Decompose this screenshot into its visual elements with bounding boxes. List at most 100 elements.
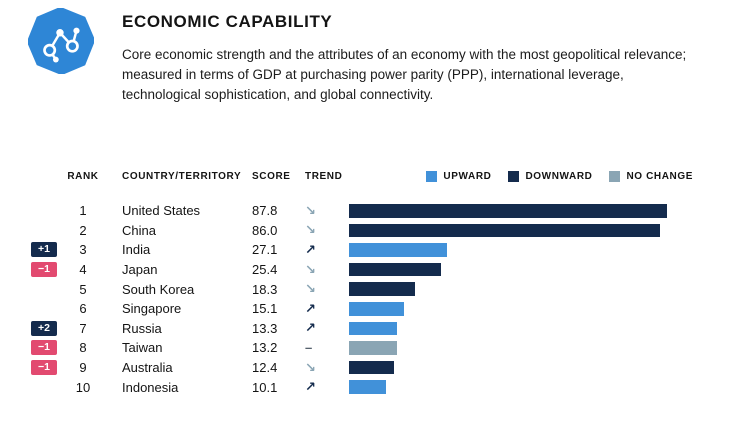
- score-bar: [349, 380, 386, 394]
- table-header-row: RANK COUNTRY/TERRITORY SCORE TREND UPWAR…: [0, 167, 745, 185]
- score-bar: [349, 321, 398, 336]
- legend-swatch-downward: [508, 170, 520, 182]
- rank-change-badge: −1: [31, 340, 57, 356]
- bar-track: [349, 302, 711, 316]
- column-header-rank: RANK: [67, 170, 99, 182]
- legend-item-upward: UPWARD: [426, 170, 492, 182]
- score-bar: [349, 302, 404, 316]
- rank-value: 9: [79, 360, 87, 376]
- table-row: −1 8 Taiwan 13.2 –: [0, 338, 745, 358]
- score-bar: [349, 341, 397, 355]
- score-value: 25.4: [252, 262, 278, 278]
- score-bar: [349, 360, 394, 375]
- table-row: −1 9 Australia 12.4 ↘: [0, 358, 745, 378]
- rank-change-cell: −1: [28, 340, 60, 356]
- rank-value: 10: [75, 379, 91, 395]
- rank-change-badge: −1: [31, 262, 57, 278]
- trend-down-icon: ↘: [305, 261, 316, 277]
- bar-track: [349, 282, 711, 296]
- legend-label: UPWARD: [443, 170, 492, 182]
- country-name: Indonesia: [122, 379, 179, 395]
- score-bar: [349, 223, 661, 238]
- score-bar: [349, 262, 441, 277]
- rank-change-cell: +2: [28, 320, 60, 336]
- rank-value: 8: [79, 340, 87, 356]
- score-bar: [349, 204, 667, 218]
- bar-track: [349, 204, 711, 218]
- country-name: Singapore: [122, 301, 182, 317]
- table-row: 2 China 86.0 ↘: [0, 221, 745, 241]
- trend-up-icon: ↗: [305, 300, 316, 316]
- page-title: ECONOMIC CAPABILITY: [122, 12, 333, 31]
- legend-swatch-no_change: [609, 170, 621, 182]
- trend-down-icon: ↘: [305, 281, 316, 297]
- score-value: 15.1: [252, 301, 278, 317]
- rank-change-badge: +1: [31, 242, 57, 258]
- column-header-score: SCORE: [252, 170, 291, 182]
- legend-label: NO CHANGE: [626, 170, 693, 182]
- table-row: 6 Singapore 15.1 ↗: [0, 299, 745, 319]
- rank-value: 7: [79, 320, 87, 336]
- legend-item-no_change: NO CHANGE: [609, 170, 693, 182]
- country-name: United States: [122, 203, 201, 219]
- country-name: Australia: [122, 360, 173, 376]
- description-text: Core economic strength and the attribute…: [122, 47, 687, 102]
- trend-none-icon: –: [305, 340, 313, 356]
- score-value: 18.3: [252, 281, 278, 297]
- rank-value: 6: [79, 301, 87, 317]
- rank-change-cell: −1: [28, 262, 60, 278]
- legend-label: DOWNWARD: [525, 170, 593, 182]
- column-header-trend: TREND: [305, 170, 343, 182]
- score-value: 12.4: [252, 360, 278, 376]
- trend-up-icon: ↗: [305, 379, 316, 395]
- bar-track: [349, 341, 711, 355]
- header: ECONOMIC CAPABILITY Core economic streng…: [0, 0, 745, 105]
- table-row: 5 South Korea 18.3 ↘: [0, 279, 745, 299]
- trend-down-icon: ↘: [305, 202, 316, 218]
- score-value: 87.8: [252, 203, 278, 219]
- trend-down-icon: ↘: [305, 222, 316, 238]
- country-name: China: [122, 222, 156, 238]
- table-body: 1 United States 87.8 ↘ 2 China 86.0 ↘ +1 3 India 27…: [0, 201, 745, 397]
- table-row: −1 4 Japan 25.4 ↘: [0, 260, 745, 280]
- header-text: ECONOMIC CAPABILITY Core economic streng…: [122, 8, 687, 105]
- country-name: Russia: [122, 320, 162, 336]
- rank-change-badge: −1: [31, 360, 57, 376]
- rank-value: 1: [79, 203, 87, 219]
- table-row: +2 7 Russia 13.3 ↗: [0, 319, 745, 339]
- bar-track: [349, 360, 711, 375]
- bar-track: [349, 223, 711, 238]
- rank-value: 3: [79, 242, 87, 258]
- table-row: 10 Indonesia 10.1 ↗: [0, 377, 745, 397]
- bar-track: [349, 380, 711, 394]
- rank-change-badge: +2: [31, 320, 57, 336]
- score-value: 10.1: [252, 379, 278, 395]
- score-value: 86.0: [252, 222, 278, 238]
- country-name: India: [122, 242, 151, 258]
- rank-value: 5: [79, 281, 87, 297]
- score-value: 13.2: [252, 340, 278, 356]
- bar-track: [349, 262, 711, 277]
- score-bar: [349, 282, 416, 296]
- network-nodes-icon: [26, 6, 96, 76]
- score-value: 13.3: [252, 320, 278, 336]
- rank-change-cell: +1: [28, 242, 60, 258]
- country-name: Japan: [122, 262, 158, 278]
- rank-change-cell: −1: [28, 360, 60, 376]
- legend: UPWARD DOWNWARD NO CHANGE: [349, 170, 711, 182]
- rank-value: 4: [79, 262, 87, 278]
- trend-up-icon: ↗: [305, 320, 316, 336]
- score-value: 27.1: [252, 242, 278, 258]
- bar-track: [349, 321, 711, 336]
- country-name: South Korea: [122, 281, 195, 297]
- score-bar: [349, 243, 448, 257]
- trend-down-icon: ↘: [305, 359, 316, 375]
- rank-value: 2: [79, 222, 87, 238]
- bar-track: [349, 243, 711, 257]
- trend-up-icon: ↗: [305, 241, 316, 257]
- ranking-table: RANK COUNTRY/TERRITORY SCORE TREND UPWAR…: [0, 167, 745, 397]
- legend-swatch-upward: [426, 170, 438, 182]
- country-name: Taiwan: [122, 340, 163, 356]
- table-row: 1 United States 87.8 ↘: [0, 201, 745, 221]
